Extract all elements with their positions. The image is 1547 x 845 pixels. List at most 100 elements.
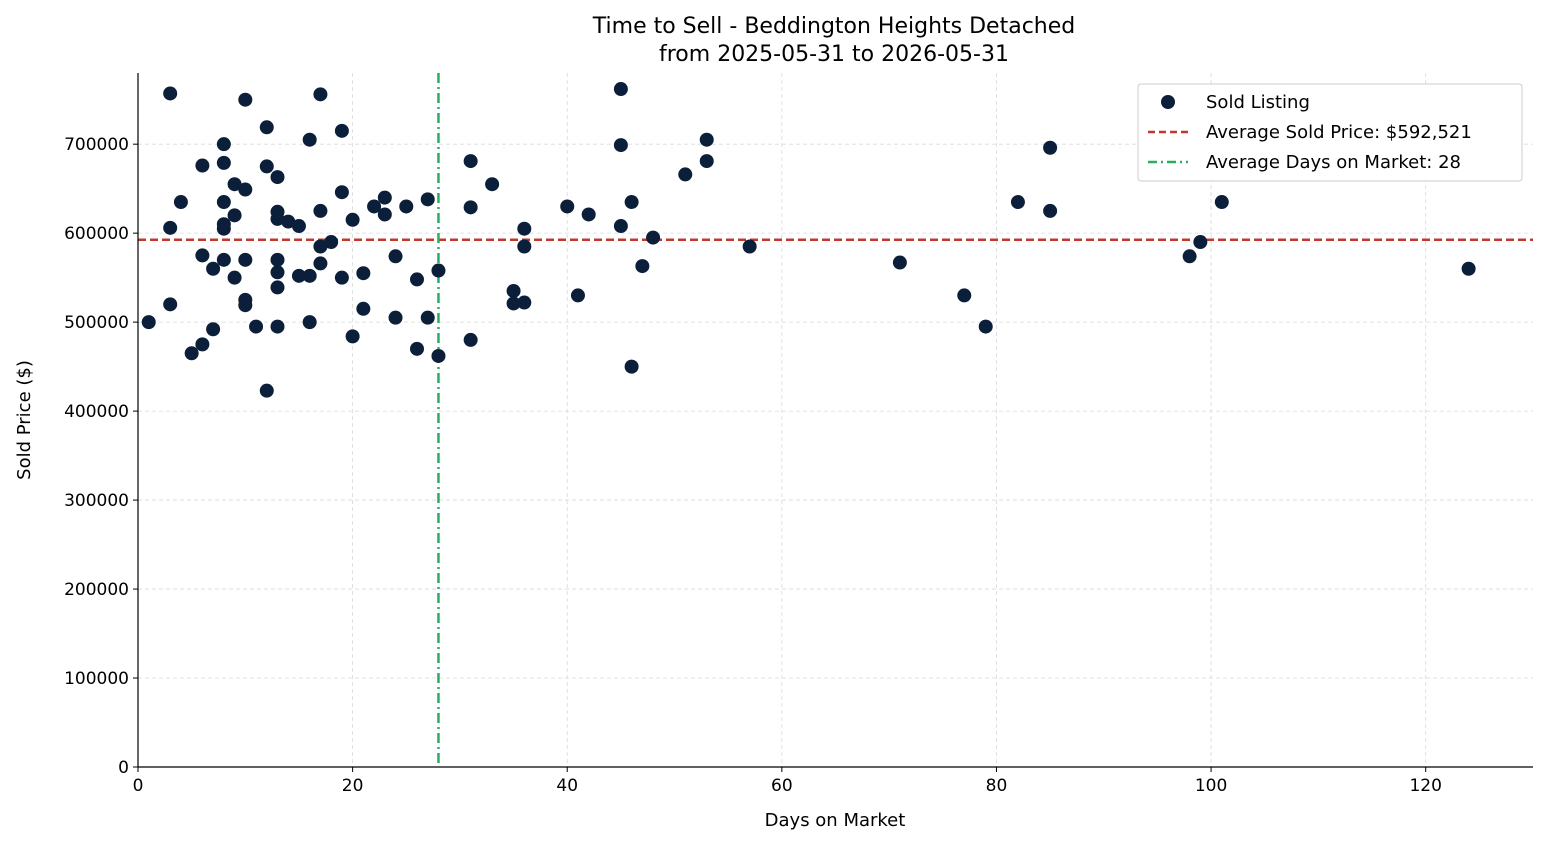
- x-tick-label: 40: [556, 776, 578, 796]
- sold-listing-point: [463, 200, 478, 215]
- chart-title: Time to Sell - Beddington Heights Detach…: [592, 14, 1075, 39]
- sold-listing-point: [206, 261, 221, 276]
- sold-listing-point: [334, 185, 349, 200]
- sold-listing-point: [560, 199, 575, 214]
- sold-listing-point: [957, 288, 972, 303]
- sold-listing-point: [238, 182, 253, 197]
- legend-marker-sold-listing: [1161, 95, 1175, 109]
- sold-listing-point: [1010, 195, 1025, 210]
- sold-listing-point: [195, 248, 210, 263]
- sold-listing-point: [1214, 195, 1229, 210]
- y-tick-label: 400000: [64, 402, 129, 422]
- sold-listing-point: [613, 219, 628, 234]
- sold-listing-point: [978, 319, 993, 334]
- sold-listing-point: [1043, 203, 1058, 218]
- sold-listing-point: [635, 259, 650, 274]
- sold-listing-point: [184, 346, 199, 361]
- sold-listing-point: [399, 199, 414, 214]
- sold-listing-point: [313, 87, 328, 102]
- sold-listing-point: [281, 214, 296, 229]
- sold-listing-point: [517, 295, 532, 310]
- sold-listing-point: [1461, 261, 1476, 276]
- sold-listing-point: [302, 132, 317, 147]
- sold-listing-point: [420, 192, 435, 207]
- y-axis-label: Sold Price ($): [14, 360, 35, 480]
- sold-listing-point: [431, 348, 446, 363]
- data-points: [141, 82, 1476, 398]
- sold-listing-point: [259, 159, 274, 174]
- sold-listing-point: [506, 283, 521, 298]
- legend-label-sold-listing: Sold Listing: [1206, 92, 1310, 113]
- y-tick-label: 500000: [64, 313, 129, 333]
- sold-listing-point: [216, 155, 231, 170]
- x-tick-label: 0: [133, 776, 144, 796]
- sold-listing-point: [613, 138, 628, 153]
- sold-listing-point: [270, 319, 285, 334]
- sold-listing-point: [270, 280, 285, 295]
- sold-listing-point: [302, 268, 317, 283]
- sold-listing-point: [388, 249, 403, 264]
- sold-listing-point: [377, 190, 392, 205]
- sold-listing-point: [345, 329, 360, 344]
- sold-listing-point: [195, 158, 210, 173]
- sold-listing-point: [270, 265, 285, 280]
- x-axis-label: Days on Market: [765, 810, 906, 831]
- sold-listing-point: [1043, 140, 1058, 155]
- sold-listing-point: [238, 92, 253, 107]
- sold-listing-point: [302, 315, 317, 330]
- sold-listing-point: [216, 195, 231, 210]
- x-tick-label: 100: [1195, 776, 1227, 796]
- sold-listing-point: [227, 177, 242, 192]
- sold-listing-point: [345, 212, 360, 227]
- sold-listing-point: [238, 298, 253, 313]
- sold-listing-point: [570, 288, 585, 303]
- y-tick-label: 600000: [64, 224, 129, 244]
- y-tick-label: 200000: [64, 580, 129, 600]
- reference-lines: [138, 73, 1533, 767]
- sold-listing-point: [249, 319, 264, 334]
- sold-listing-point: [410, 341, 424, 356]
- sold-listing-point: [463, 154, 478, 169]
- sold-listing-point: [259, 383, 274, 398]
- sold-listing-point: [367, 199, 382, 214]
- y-tick-label: 700000: [64, 135, 129, 155]
- sold-listing-point: [420, 310, 435, 325]
- sold-listing-point: [291, 219, 306, 234]
- sold-listing-point: [356, 266, 371, 281]
- sold-listing-point: [238, 252, 253, 267]
- y-axis-ticks: 0 100000 200000 300000 400000 500000 600000 700…: [64, 135, 138, 778]
- sold-listing-point: [216, 252, 231, 267]
- x-tick-label: 20: [342, 776, 364, 796]
- sold-listing-point: [313, 239, 328, 254]
- sold-listing-point: [324, 235, 339, 250]
- sold-listing-point: [742, 239, 757, 254]
- sold-listing-point: [517, 239, 532, 254]
- sold-listing-point: [388, 310, 403, 325]
- sold-listing-point: [431, 263, 446, 278]
- sold-listing-point: [1193, 235, 1208, 250]
- sold-listing-point: [624, 359, 639, 374]
- legend: Sold Listing Average Sold Price: $592,52…: [1137, 83, 1523, 182]
- sold-listing-point: [313, 256, 328, 271]
- sold-listing-point: [334, 123, 349, 138]
- sold-listing-point: [356, 301, 371, 316]
- sold-listing-point: [270, 252, 285, 267]
- x-tick-label: 80: [986, 776, 1008, 796]
- y-tick-label: 100000: [64, 669, 129, 689]
- sold-listing-point: [270, 170, 285, 185]
- sold-listing-point: [227, 208, 242, 223]
- sold-listing-point: [699, 132, 714, 147]
- sold-listing-point: [163, 86, 178, 101]
- sold-listing-point: [216, 221, 231, 236]
- sold-listing-point: [259, 120, 274, 135]
- sold-listing-point: [463, 332, 478, 347]
- sold-listing-point: [485, 177, 500, 192]
- legend-box: [1137, 83, 1523, 182]
- sold-listing-point: [163, 220, 178, 235]
- legend-label-avg-days: Average Days on Market: 28: [1206, 152, 1461, 173]
- sold-listing-point: [581, 207, 596, 222]
- sold-listing-point: [410, 272, 424, 287]
- sold-listing-point: [678, 167, 693, 182]
- sold-listing-point: [624, 195, 639, 210]
